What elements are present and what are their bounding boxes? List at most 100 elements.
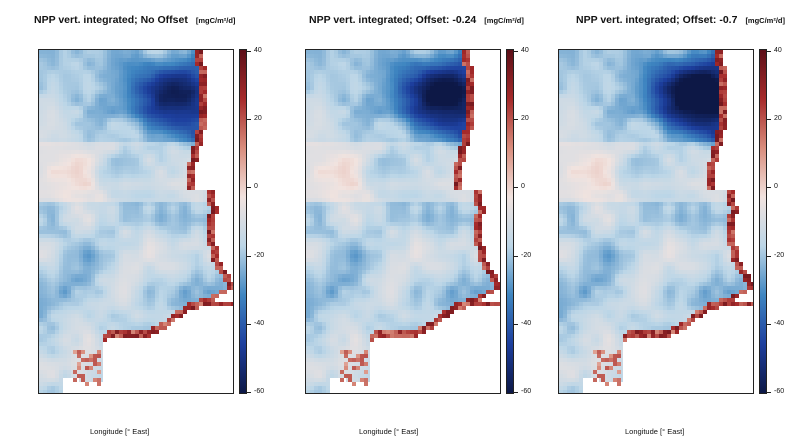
heatmap-cell [326, 154, 330, 158]
heatmap-cell [442, 202, 446, 206]
heatmap-cell [342, 62, 346, 66]
heatmap-cell [39, 106, 43, 110]
heatmap-cell [91, 54, 95, 58]
heatmap-cell [43, 82, 47, 86]
heatmap-cell [163, 266, 167, 270]
heatmap-cell [338, 142, 342, 146]
heatmap-cell [326, 62, 330, 66]
heatmap-cell [374, 158, 378, 162]
heatmap-cell [346, 134, 350, 138]
heatmap-cell [187, 230, 191, 234]
heatmap-cell [99, 166, 103, 170]
heatmap-cell [147, 314, 151, 318]
heatmap-cell [179, 250, 183, 254]
heatmap-cell [191, 182, 195, 186]
heatmap-cell [195, 214, 199, 218]
heatmap-cell [466, 66, 470, 70]
heatmap-cell [207, 258, 211, 262]
heatmap-cell [151, 246, 155, 250]
heatmap-cell [410, 210, 414, 214]
heatmap-cell [354, 162, 358, 166]
heatmap-cell [63, 362, 67, 366]
heatmap-cell [47, 334, 51, 338]
heatmap-cell [91, 94, 95, 98]
heatmap-cell [330, 62, 334, 66]
heatmap-cell [55, 214, 59, 218]
heatmap-cell [95, 326, 99, 330]
heatmap-cell [155, 122, 159, 126]
heatmap-cell [135, 238, 139, 242]
heatmap-cell [55, 286, 59, 290]
heatmap-cell [422, 158, 426, 162]
heatmap-cell [334, 74, 338, 78]
heatmap-cell [203, 254, 207, 258]
heatmap-cell [175, 90, 179, 94]
heatmap-cell [143, 294, 147, 298]
heatmap-cell [147, 126, 151, 130]
heatmap-cell [318, 66, 322, 70]
heatmap-cell [215, 266, 219, 270]
heatmap-cell [402, 162, 406, 166]
heatmap-cell [147, 82, 151, 86]
heatmap-cell [370, 130, 374, 134]
heatmap-cell [394, 162, 398, 166]
heatmap-cell [430, 202, 434, 206]
heatmap-cell [103, 302, 107, 306]
heatmap-cell [163, 218, 167, 222]
heatmap-cell [354, 74, 358, 78]
heatmap-cell [59, 250, 63, 254]
heatmap-cell [183, 134, 187, 138]
heatmap-cell [91, 342, 95, 346]
heatmap-cell [135, 126, 139, 130]
heatmap-cell [167, 306, 171, 310]
heatmap-cell [322, 162, 326, 166]
heatmap-cell [83, 330, 87, 334]
heatmap-cell [135, 334, 139, 338]
heatmap-cell [119, 114, 123, 118]
heatmap-cell [183, 54, 187, 58]
heatmap-cell [39, 346, 43, 350]
heatmap-cell [326, 86, 330, 90]
heatmap-cell [314, 106, 318, 110]
heatmap-cell [67, 130, 71, 134]
heatmap-cell [370, 54, 374, 58]
heatmap-cell [163, 158, 167, 162]
heatmap-cell [111, 202, 115, 206]
heatmap-cell [362, 142, 366, 146]
heatmap-cell [458, 150, 462, 154]
heatmap-cell [191, 290, 195, 294]
heatmap-cell [326, 50, 330, 54]
heatmap-cell [39, 386, 43, 390]
heatmap-cell [119, 162, 123, 166]
heatmap-cell [155, 130, 159, 134]
heatmap-cell [330, 142, 334, 146]
heatmap-cell [91, 334, 95, 338]
heatmap-cell [119, 226, 123, 230]
heatmap-cell [127, 70, 131, 74]
heatmap-cell [414, 142, 418, 146]
heatmap-cell [446, 142, 450, 146]
heatmap-cell [199, 126, 203, 130]
heatmap-cell [79, 210, 83, 214]
heatmap-cell [422, 82, 426, 86]
heatmap-cell [79, 66, 83, 70]
heatmap-cell [446, 170, 450, 174]
heatmap-cell [314, 58, 318, 62]
heatmap-cell [187, 182, 191, 186]
heatmap-cell [183, 154, 187, 158]
heatmap-cell [175, 98, 179, 102]
heatmap-cell [442, 146, 446, 150]
heatmap-cell [330, 154, 334, 158]
heatmap-cell [430, 170, 434, 174]
heatmap-cell [47, 254, 51, 258]
heatmap-cell [91, 130, 95, 134]
heatmap-cell [422, 102, 426, 106]
heatmap-cell [195, 74, 199, 78]
heatmap-cell [135, 82, 139, 86]
heatmap-cell [322, 58, 326, 62]
heatmap-cell [119, 274, 123, 278]
heatmap-cell [67, 314, 71, 318]
heatmap-cell [115, 102, 119, 106]
heatmap-cell [382, 78, 386, 82]
heatmap-cell [414, 66, 418, 70]
